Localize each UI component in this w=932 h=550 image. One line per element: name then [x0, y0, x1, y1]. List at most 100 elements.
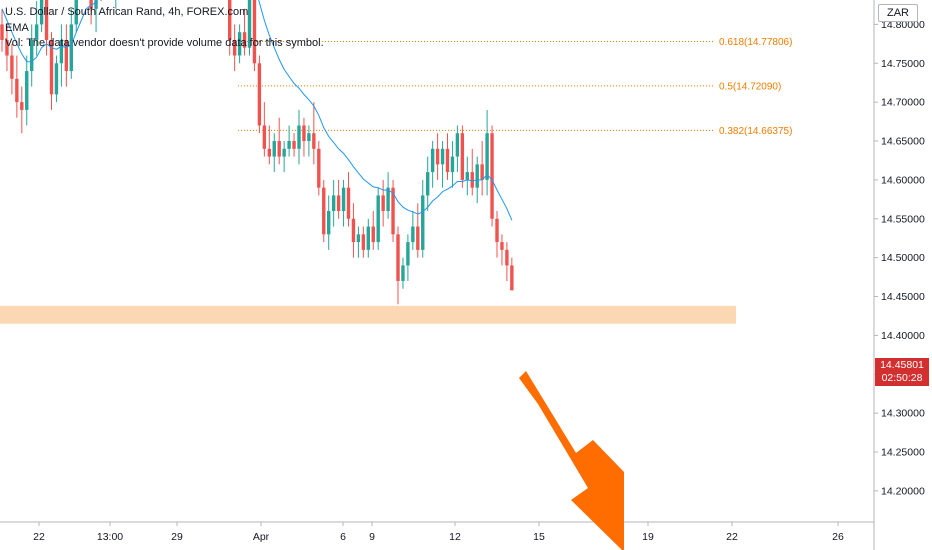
- candle-body[interactable]: [411, 226, 415, 243]
- candle-body[interactable]: [247, 0, 252, 48]
- candle-body[interactable]: [257, 63, 262, 126]
- y-tick-label: 14.55000: [881, 213, 925, 225]
- candle-body[interactable]: [470, 172, 474, 188]
- candle-body[interactable]: [0, 24, 4, 40]
- candle-body[interactable]: [376, 195, 380, 243]
- candle-body[interactable]: [272, 141, 276, 157]
- y-tick-label: 14.30000: [881, 408, 925, 420]
- x-tick-label: 29: [171, 531, 183, 543]
- candle-body[interactable]: [336, 195, 341, 211]
- candle-body[interactable]: [361, 234, 366, 250]
- symbol-title[interactable]: U.S. Dollar / South African Rand, 4h, FO…: [5, 6, 249, 18]
- candle-body[interactable]: [460, 133, 465, 180]
- y-tick-label: 14.65000: [881, 136, 925, 148]
- candle-body[interactable]: [317, 148, 321, 188]
- candle-body[interactable]: [297, 125, 301, 149]
- candle-body[interactable]: [64, 39, 69, 72]
- candle-body[interactable]: [237, 32, 242, 56]
- candle-body[interactable]: [505, 249, 509, 266]
- candle-body[interactable]: [44, 0, 49, 40]
- candle-body[interactable]: [356, 234, 361, 243]
- candle-body[interactable]: [381, 195, 385, 211]
- candle-body[interactable]: [351, 218, 356, 243]
- candle-body[interactable]: [490, 133, 494, 219]
- candle-body[interactable]: [89, 0, 93, 9]
- y-tick-label: 14.60000: [881, 174, 925, 186]
- candle-body[interactable]: [331, 195, 336, 211]
- candle-body[interactable]: [94, 0, 98, 9]
- fib-level-label: 0.5(14.72090): [719, 81, 781, 92]
- candle-body[interactable]: [435, 148, 440, 165]
- candle-body[interactable]: [322, 187, 326, 235]
- volume-note: Vol: The data vendor doesn't provide vol…: [5, 37, 324, 49]
- candle-body[interactable]: [242, 32, 247, 48]
- x-tick-label: 15: [533, 531, 545, 543]
- candle-body[interactable]: [5, 39, 9, 56]
- candle-body[interactable]: [465, 172, 469, 180]
- candle-body[interactable]: [10, 55, 14, 79]
- candle-body[interactable]: [346, 187, 351, 219]
- candle-body[interactable]: [440, 148, 445, 165]
- candle-body[interactable]: [455, 133, 460, 157]
- candle-body[interactable]: [445, 148, 450, 173]
- candle-body[interactable]: [262, 125, 267, 149]
- candle-body[interactable]: [232, 39, 237, 56]
- candle-body[interactable]: [480, 164, 484, 180]
- x-tick-label: 9: [369, 531, 375, 543]
- candle-body[interactable]: [287, 141, 291, 149]
- candle-body[interactable]: [282, 148, 286, 157]
- candle-body[interactable]: [228, 0, 232, 40]
- ema-line[interactable]: [1, 0, 513, 221]
- candle-body[interactable]: [500, 242, 504, 250]
- candle-body[interactable]: [495, 218, 499, 243]
- candle-body[interactable]: [277, 141, 281, 157]
- candle-body[interactable]: [421, 195, 425, 250]
- candle-body[interactable]: [74, 0, 78, 25]
- candle-body[interactable]: [341, 187, 346, 211]
- candle-body[interactable]: [30, 39, 34, 72]
- x-tick-label: 26: [832, 531, 844, 543]
- candle-body[interactable]: [312, 133, 316, 149]
- ema-indicator-label[interactable]: EMA: [5, 22, 29, 34]
- candle-body[interactable]: [475, 164, 479, 188]
- candle-body[interactable]: [49, 39, 54, 95]
- support-zone: [0, 305, 736, 324]
- candle-body[interactable]: [386, 187, 390, 211]
- candle-body[interactable]: [302, 125, 306, 142]
- candle-body[interactable]: [59, 39, 64, 64]
- candle-body[interactable]: [366, 226, 370, 250]
- candle-body[interactable]: [25, 71, 29, 110]
- candle-body[interactable]: [327, 211, 331, 235]
- candle-body[interactable]: [430, 148, 435, 173]
- candle-body[interactable]: [15, 78, 19, 103]
- candle-body[interactable]: [510, 265, 514, 291]
- candle-body[interactable]: [54, 63, 59, 95]
- candle-body[interactable]: [267, 148, 271, 157]
- candle-body[interactable]: [69, 24, 73, 72]
- candle-body[interactable]: [485, 133, 489, 180]
- x-tick-label: 12: [449, 531, 461, 543]
- candle-body[interactable]: [252, 0, 257, 64]
- candle-body[interactable]: [401, 265, 405, 281]
- candle-body[interactable]: [450, 156, 455, 173]
- bar-countdown: 02:50:28: [881, 372, 923, 384]
- currency-badge[interactable]: ZAR: [878, 4, 918, 22]
- candle-body[interactable]: [371, 226, 375, 243]
- candle-body[interactable]: [396, 234, 400, 281]
- candle-body[interactable]: [292, 141, 296, 149]
- chart-background: [0, 0, 874, 550]
- candle-body[interactable]: [391, 187, 395, 235]
- candle-body[interactable]: [20, 102, 24, 110]
- y-tick-label: 14.25000: [881, 447, 925, 459]
- y-tick-label: 14.50000: [881, 252, 925, 264]
- fib-level-label: 0.382(14.66375): [719, 126, 792, 137]
- y-tick-label: 14.70000: [881, 97, 925, 109]
- candle-body[interactable]: [416, 226, 420, 250]
- candle-body[interactable]: [307, 133, 311, 142]
- candle-body[interactable]: [426, 172, 430, 196]
- candle-body[interactable]: [406, 242, 410, 266]
- candle-body[interactable]: [34, 24, 39, 40]
- fib-level-label: 0.618(14.77806): [719, 37, 792, 48]
- candle-body[interactable]: [39, 0, 44, 25]
